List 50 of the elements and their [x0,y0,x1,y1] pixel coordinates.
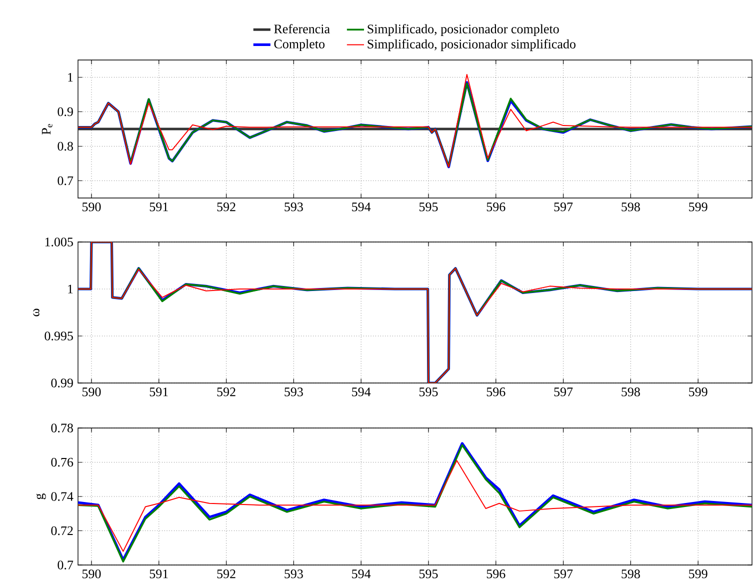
y-tick-label: 0.78 [51,424,73,432]
x-tick-label: 592 [217,202,236,212]
x-tick-label: 594 [352,202,371,212]
x-tick-label: 596 [486,388,506,396]
x-tick-label: 593 [284,570,303,578]
y-tick-label: 0.74 [51,492,74,501]
y-tick-label: 0.76 [51,458,74,467]
x-tick-label: 595 [419,570,438,578]
x-tick-label: 590 [82,388,101,396]
x-tick-label: 592 [217,570,236,578]
x-tick-label: 595 [419,202,438,212]
x-tick-label: 596 [486,202,506,212]
x-tick-label: 590 [82,202,101,212]
y-tick-label: 0.8 [58,142,73,151]
x-tick-label: 598 [622,202,640,212]
y-axis-title: ω [33,308,40,316]
y-tick-label: 1 [68,72,73,82]
x-tick-label: 599 [689,388,708,396]
y-tick-label: 0.995 [44,332,73,340]
legend-label: Simplificado, posicionador simplificado [368,39,576,52]
x-tick-label: 597 [554,570,573,578]
x-tick-label: 594 [352,388,371,396]
y-tick-label: 1.005 [45,238,73,246]
x-tick-label: 599 [689,570,708,578]
x-tick-label: 592 [217,388,236,396]
x-tick-label: 598 [622,388,640,396]
y-axis-title: g [36,494,46,500]
x-tick-label: 591 [150,388,168,396]
x-tick-label: 595 [419,388,438,396]
y-tick-label: 0.7 [58,176,74,186]
y-tick-label: 0.9 [58,107,73,116]
legend-label: Completo [274,39,325,52]
x-tick-label: 593 [284,388,303,396]
x-tick-label: 591 [150,202,168,212]
x-tick-label: 597 [554,202,573,212]
x-tick-label: 597 [554,388,573,396]
x-tick-label: 593 [284,202,303,212]
x-tick-label: 594 [352,570,371,578]
y-tick-label: 1 [68,284,73,294]
x-tick-label: 598 [622,570,640,578]
y-tick-label: 0.72 [51,526,73,536]
x-tick-label: 596 [486,570,506,578]
legend-label: Simplificado, posicionador completo [368,24,559,36]
legend-label: Referencia [274,24,330,34]
x-tick-label: 590 [82,570,101,578]
x-tick-label: 591 [150,570,168,578]
y-axis-title: P$_{e}$ [42,124,52,135]
y-tick-label: 0.7 [58,560,74,570]
x-tick-label: 599 [689,202,708,212]
y-tick-label: 0.99 [51,378,73,388]
